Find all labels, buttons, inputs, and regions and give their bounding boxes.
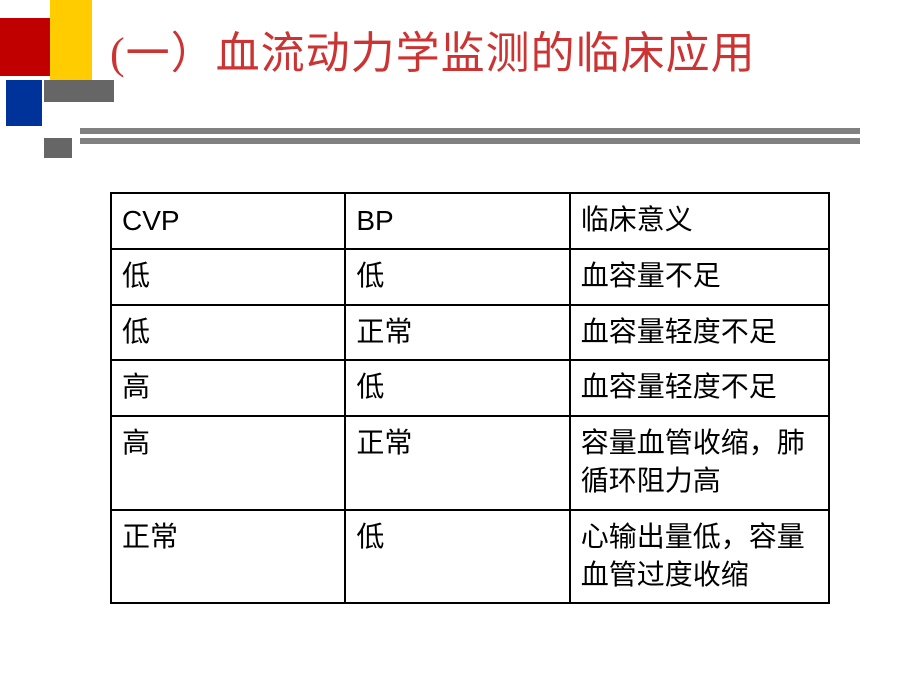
hemodynamics-table: CVPBP临床意义低低血容量不足低正常血容量轻度不足高低血容量轻度不足高正常容量…	[110, 192, 830, 604]
table-row: 高低血容量轻度不足	[111, 360, 829, 416]
table-cell: 正常	[111, 510, 345, 604]
table-cell: 容量血管收缩，肺循环阻力高	[570, 416, 829, 510]
table-row: 低低血容量不足	[111, 249, 829, 305]
table-cell: 血容量轻度不足	[570, 360, 829, 416]
decor-block	[50, 0, 92, 80]
hemodynamics-table-wrap: CVPBP临床意义低低血容量不足低正常血容量轻度不足高低血容量轻度不足高正常容量…	[110, 192, 830, 604]
table-row: CVPBP临床意义	[111, 193, 829, 249]
table-cell: 临床意义	[570, 193, 829, 249]
table-cell: 低	[345, 510, 569, 604]
table-cell: 低	[345, 360, 569, 416]
table-cell: 正常	[345, 416, 569, 510]
decor-block	[80, 128, 860, 134]
decor-block	[44, 80, 114, 102]
table-cell: 低	[111, 249, 345, 305]
table-row: 正常低心输出量低，容量血管过度收缩	[111, 510, 829, 604]
decor-block	[44, 138, 72, 158]
table-cell: 高	[111, 360, 345, 416]
table-cell: 低	[345, 249, 569, 305]
table-cell: CVP	[111, 193, 345, 249]
table-row: 低正常血容量轻度不足	[111, 305, 829, 361]
table-cell: 心输出量低，容量血管过度收缩	[570, 510, 829, 604]
table-cell: 血容量轻度不足	[570, 305, 829, 361]
table-cell: 低	[111, 305, 345, 361]
table-cell: 高	[111, 416, 345, 510]
decor-block	[6, 80, 42, 126]
slide-title: (一）血流动力学监测的临床应用	[110, 25, 870, 82]
table-cell: 血容量不足	[570, 249, 829, 305]
table-cell: BP	[345, 193, 569, 249]
table-cell: 正常	[345, 305, 569, 361]
table-row: 高正常容量血管收缩，肺循环阻力高	[111, 416, 829, 510]
decor-block	[80, 138, 860, 144]
decor-block	[0, 18, 50, 76]
